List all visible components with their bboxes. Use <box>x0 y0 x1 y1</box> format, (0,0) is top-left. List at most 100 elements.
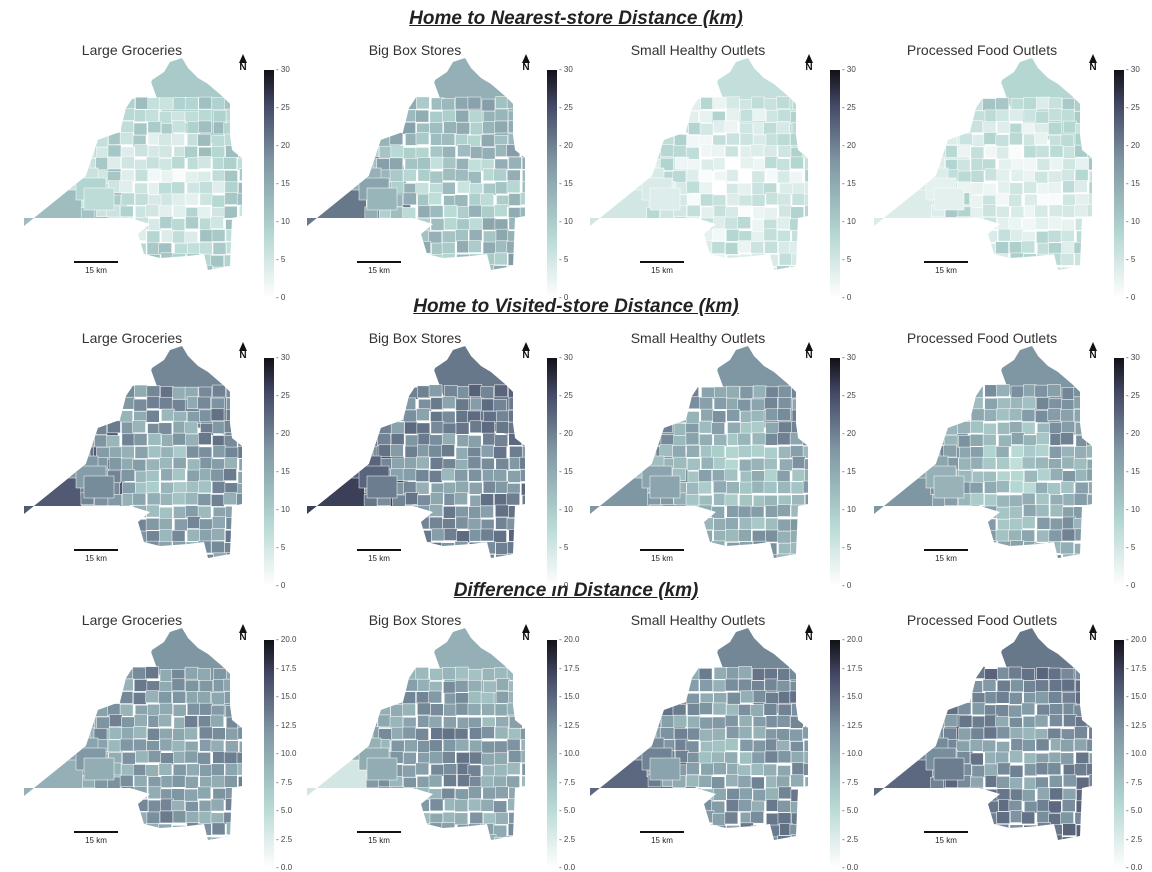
census-tract <box>1023 752 1038 766</box>
census-tract <box>660 715 675 728</box>
census-tract <box>687 727 701 741</box>
census-tract <box>508 397 523 411</box>
census-tract <box>995 553 1010 558</box>
census-tract <box>700 517 714 531</box>
census-tract <box>507 470 521 483</box>
census-tract <box>958 457 972 471</box>
north-label: N <box>239 632 247 643</box>
census-tract <box>186 182 201 195</box>
census-tract <box>739 739 754 752</box>
census-tract <box>712 812 726 826</box>
census-tract <box>996 679 1011 693</box>
census-tract <box>984 763 998 777</box>
census-tract <box>418 254 432 267</box>
census-tract <box>765 799 780 812</box>
census-tract <box>1037 822 1051 835</box>
census-tract <box>198 800 213 813</box>
census-tract <box>366 531 380 544</box>
census-tract <box>699 181 713 195</box>
census-tract <box>930 217 945 230</box>
census-tract <box>521 836 525 840</box>
census-tract <box>777 109 792 122</box>
census-tract <box>134 144 149 157</box>
census-tract <box>417 715 431 728</box>
census-tract <box>983 445 997 458</box>
census-tract <box>389 96 404 109</box>
census-tract <box>121 457 135 471</box>
census-tract <box>1048 529 1063 543</box>
census-tract <box>790 111 804 124</box>
census-tract <box>404 229 419 242</box>
census-tract <box>777 668 791 681</box>
census-tract <box>160 446 175 460</box>
census-tract <box>751 751 766 765</box>
census-tract <box>1021 811 1036 825</box>
census-tract <box>481 457 495 471</box>
census-tract <box>984 384 999 398</box>
census-tract <box>508 680 522 694</box>
census-tract <box>507 553 521 558</box>
census-tract <box>763 481 778 494</box>
census-tract <box>365 399 379 412</box>
census-tract <box>958 788 973 801</box>
census-tract <box>197 206 211 219</box>
census-tract <box>239 204 242 218</box>
census-tract <box>200 554 214 558</box>
census-tract <box>430 421 445 434</box>
census-tract <box>685 554 699 558</box>
census-tract <box>1010 206 1025 219</box>
census-tract <box>455 702 470 716</box>
census-tract <box>996 506 1010 520</box>
census-tract <box>83 475 115 499</box>
census-tract <box>236 812 242 826</box>
census-tract <box>93 422 108 435</box>
scale-bar-line <box>74 831 118 833</box>
census-tract <box>674 134 688 147</box>
census-tract <box>212 421 227 434</box>
census-tract <box>699 679 713 692</box>
census-tract <box>506 144 520 158</box>
census-tract <box>957 421 971 434</box>
census-tract <box>765 505 779 518</box>
census-tract <box>417 702 431 716</box>
census-tract <box>713 456 727 470</box>
census-tract <box>225 740 239 753</box>
census-tract <box>159 728 173 741</box>
census-tract <box>970 264 985 270</box>
census-tract <box>133 764 147 777</box>
census-tract <box>225 727 239 741</box>
census-tract <box>957 170 972 184</box>
census-tract <box>1088 157 1092 171</box>
census-tract <box>699 123 714 136</box>
census-tract <box>804 666 808 680</box>
census-tract <box>686 180 701 194</box>
census-tract <box>199 764 213 777</box>
census-tract <box>945 230 960 244</box>
census-tract <box>134 217 149 230</box>
census-tract <box>1062 470 1077 483</box>
census-tract <box>1010 738 1025 752</box>
census-tract <box>390 444 404 457</box>
census-tract <box>751 219 766 232</box>
census-tract <box>1010 98 1025 111</box>
census-tract <box>698 420 713 434</box>
census-tract <box>184 727 198 741</box>
census-tract <box>1037 836 1051 840</box>
census-tract <box>119 798 134 811</box>
census-tract <box>1009 182 1024 196</box>
census-tract <box>211 692 225 705</box>
census-tract <box>1087 217 1092 230</box>
census-tract <box>171 218 186 231</box>
census-tract <box>726 409 740 422</box>
colorbar-tick-label: 5 <box>842 255 851 264</box>
north-arrow-icon: N <box>520 624 532 643</box>
census-tract <box>672 144 687 158</box>
census-tract <box>997 397 1011 411</box>
census-tract <box>95 505 109 518</box>
census-tract <box>996 741 1010 754</box>
arrow-up-icon <box>805 54 813 63</box>
census-tract <box>971 715 986 729</box>
census-tract <box>199 726 213 740</box>
census-tract <box>1087 692 1092 706</box>
colorbar-tick-label: 20 <box>1126 429 1140 438</box>
